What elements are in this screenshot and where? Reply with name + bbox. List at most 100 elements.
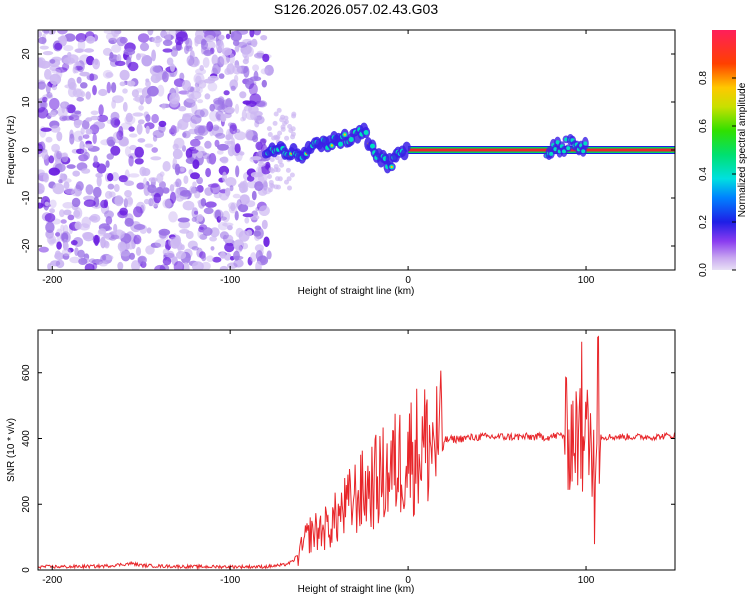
noise-blob <box>119 81 126 87</box>
noise-blob <box>218 34 225 41</box>
noise-blob <box>290 134 296 140</box>
noise-blob <box>90 115 100 121</box>
noise-blob <box>242 49 248 59</box>
snr-panel: -200 -100 0 100 0 200 400 600 Height of straig… <box>6 329 676 595</box>
noise-blob <box>277 159 283 165</box>
noise-blob <box>253 30 261 36</box>
noise-blob <box>133 206 143 218</box>
noise-blob <box>89 73 95 82</box>
noise-blob <box>195 75 202 85</box>
noise-blob <box>124 115 136 125</box>
colorbar: 0.0 0.2 0.4 0.6 0.8 Normalized spectral ampl… <box>698 30 748 277</box>
noise-blob <box>162 257 172 266</box>
noise-blob <box>205 167 212 178</box>
noise-blob <box>233 250 240 261</box>
noise-blob <box>220 113 226 122</box>
noise-blob <box>38 169 45 176</box>
noise-blob <box>229 53 235 65</box>
noise-blob <box>200 39 208 51</box>
noise-blob <box>209 103 215 112</box>
noise-blob <box>128 155 134 167</box>
noise-blob <box>70 240 78 246</box>
colorbar-tick-label: 0.8 <box>698 71 709 85</box>
noise-blob <box>63 45 74 52</box>
noise-blob <box>114 60 126 67</box>
noise-blob <box>40 100 48 109</box>
noise-blob <box>137 119 145 125</box>
noise-blob <box>61 248 72 257</box>
noise-blob <box>234 143 241 154</box>
noise-blob <box>196 151 203 159</box>
noise-blob <box>124 196 134 207</box>
noise-blob <box>219 251 226 259</box>
noise-blob <box>268 180 274 185</box>
noise-blob <box>242 100 252 105</box>
noise-blob <box>277 130 283 136</box>
noise-blob <box>120 249 131 262</box>
noise-blob <box>271 135 277 141</box>
noise-blob <box>49 208 55 214</box>
noise-blob <box>102 255 107 261</box>
noise-blob <box>61 101 66 114</box>
track-blob-core <box>562 149 566 154</box>
noise-blob <box>60 231 71 244</box>
noise-blob <box>45 136 53 143</box>
snr-y-tick-label: 600 <box>21 364 32 381</box>
noise-blob <box>191 246 199 251</box>
noise-blob <box>151 113 159 124</box>
noise-blob <box>119 69 130 81</box>
noise-blob <box>59 209 65 218</box>
noise-blob <box>78 257 88 265</box>
noise-blob <box>136 123 143 135</box>
noise-blob <box>83 199 96 207</box>
track-blob-core <box>370 143 375 149</box>
noise-blob <box>64 33 76 42</box>
track-blob-core <box>581 149 586 154</box>
noise-blob <box>218 165 230 176</box>
noise-blob <box>244 78 255 90</box>
noise-blob <box>190 172 200 180</box>
snr-y-axis-label: SNR (10 * v/v) <box>6 418 17 482</box>
noise-blob <box>106 81 112 94</box>
noise-blob <box>226 63 235 75</box>
spectrogram-x-ticks: -200 -100 0 100 <box>42 30 595 286</box>
noise-blob <box>190 138 201 147</box>
noise-blob <box>173 261 185 270</box>
noise-blob <box>262 53 270 63</box>
noise-blob <box>48 167 60 176</box>
noise-blob <box>154 264 166 270</box>
noise-blob <box>234 131 247 141</box>
noise-blob <box>241 242 249 250</box>
noise-blob <box>79 71 90 77</box>
noise-blob <box>161 103 166 110</box>
noise-blob <box>196 214 204 222</box>
noise-blob <box>245 200 256 208</box>
noise-blob <box>203 207 214 215</box>
noise-blob <box>147 30 154 36</box>
noise-blob <box>48 155 55 164</box>
noise-blob <box>92 234 101 245</box>
noise-blob <box>138 105 144 111</box>
noise-blob <box>267 174 272 179</box>
noise-blob <box>173 137 185 149</box>
noise-blob <box>249 30 255 38</box>
noise-blob <box>245 129 254 141</box>
track-blob-peak <box>330 144 334 147</box>
noise-blob <box>225 187 231 197</box>
noise-blob <box>105 72 114 78</box>
noise-blob <box>89 213 101 223</box>
noise-blob <box>85 144 94 149</box>
noise-blob <box>81 168 91 174</box>
noise-blob <box>178 220 191 229</box>
noise-blob <box>219 265 229 270</box>
noise-blob <box>192 159 200 170</box>
noise-blob <box>175 178 182 188</box>
noise-blob <box>117 261 124 270</box>
noise-blob <box>113 119 121 126</box>
track-blob-peak <box>390 165 393 169</box>
noise-blob <box>195 68 207 75</box>
noise-blob <box>93 121 106 130</box>
noise-blob <box>139 166 147 177</box>
noise-blob <box>114 195 124 207</box>
noise-blob <box>261 219 268 230</box>
